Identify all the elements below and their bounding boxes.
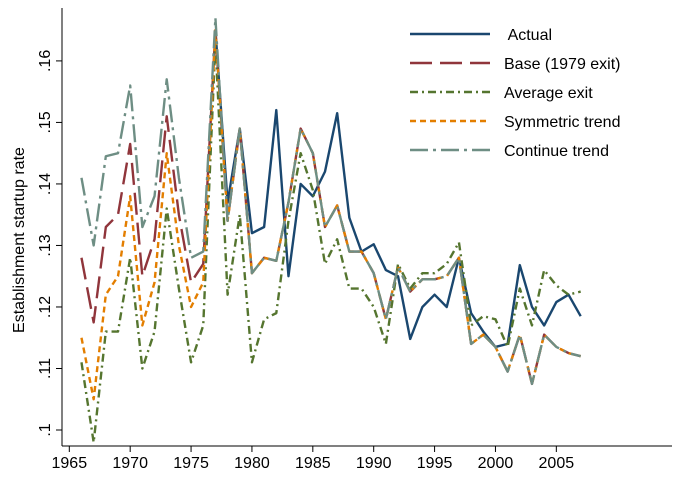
x-tick-label: 1980 [234, 455, 270, 472]
x-tick-label: 2005 [539, 455, 575, 472]
y-tick-label: .13 [37, 234, 54, 256]
series-line [214, 30, 582, 349]
y-tick-label: .12 [37, 296, 54, 318]
y-axis-label: Establishment startup rate [11, 147, 28, 333]
series-line [80, 28, 581, 386]
x-tick-label: 1990 [356, 455, 392, 472]
legend-label: Average exit [504, 85, 593, 102]
legend-label: Continue trend [504, 143, 609, 160]
x-tick-label: 1975 [173, 455, 209, 472]
x-tick-label: 1965 [52, 455, 88, 472]
y-tick-label: .14 [37, 173, 54, 195]
series-line [80, 16, 581, 386]
y-tick-label: .15 [37, 111, 54, 133]
x-tick-label: 1995 [417, 455, 453, 472]
legend-label: Symmetric trend [504, 114, 620, 131]
x-tick-label: 2000 [478, 455, 514, 472]
y-tick-label: .1 [37, 423, 54, 436]
y-tick-label: .16 [37, 50, 54, 72]
x-tick-label: 1985 [295, 455, 331, 472]
legend-label: Base (1979 exit) [504, 56, 621, 73]
legend-label: Actual [504, 27, 552, 44]
x-tick-label: 1970 [112, 455, 148, 472]
series-line [80, 41, 581, 444]
y-tick-label: .11 [37, 358, 54, 379]
